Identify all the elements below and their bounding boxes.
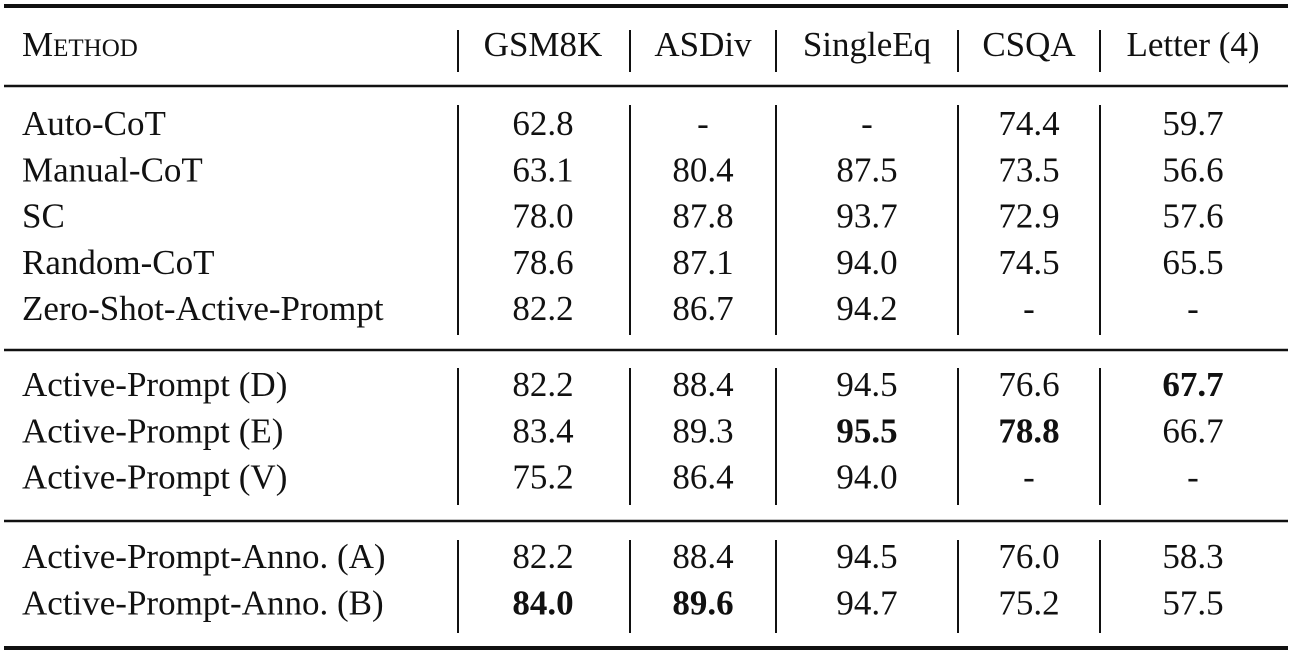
column-header: ASDiv <box>654 25 752 64</box>
method-name: Manual-CoT <box>22 150 203 189</box>
score-cell: 94.0 <box>836 243 897 282</box>
score-cell: 94.0 <box>836 458 897 497</box>
score-cell: 80.4 <box>672 150 733 189</box>
score-cell: 89.6 <box>672 583 733 622</box>
method-name: Zero-Shot-Active-Prompt <box>22 289 384 328</box>
score-cell: 82.2 <box>512 365 573 404</box>
score-cell: 75.2 <box>512 458 573 497</box>
score-cell: - <box>697 104 709 143</box>
score-cell: 88.4 <box>672 365 733 404</box>
method-name: Active-Prompt-Anno. (A) <box>22 537 386 576</box>
method-name: Random-CoT <box>22 243 214 282</box>
method-name: SC <box>22 197 65 236</box>
score-cell: 56.6 <box>1162 150 1223 189</box>
score-cell: 94.5 <box>836 537 897 576</box>
score-cell: 67.7 <box>1162 365 1223 404</box>
method-name: Active-Prompt (V) <box>22 458 287 497</box>
score-cell: 73.5 <box>998 150 1059 189</box>
score-cell: 74.5 <box>998 243 1059 282</box>
score-cell: 57.6 <box>1162 197 1223 236</box>
score-cell: 94.2 <box>836 289 897 328</box>
score-cell: 57.5 <box>1162 583 1223 622</box>
score-cell: 63.1 <box>512 150 573 189</box>
score-cell: - <box>1023 289 1035 328</box>
score-cell: 86.7 <box>672 289 733 328</box>
column-header: GSM8K <box>484 25 603 64</box>
score-cell: 58.3 <box>1162 537 1223 576</box>
column-header: Letter (4) <box>1126 25 1259 64</box>
score-cell: 76.0 <box>998 537 1059 576</box>
score-cell: 66.7 <box>1162 411 1223 450</box>
score-cell: - <box>1187 458 1199 497</box>
column-header: CSQA <box>982 25 1076 64</box>
score-cell: - <box>1023 458 1035 497</box>
score-cell: 87.5 <box>836 150 897 189</box>
score-cell: 82.2 <box>512 537 573 576</box>
score-cell: 88.4 <box>672 537 733 576</box>
method-name: Active-Prompt-Anno. (B) <box>22 583 384 622</box>
score-cell: 78.6 <box>512 243 573 282</box>
score-cell: 62.8 <box>512 104 573 143</box>
score-cell: 78.8 <box>998 411 1059 450</box>
score-cell: 74.4 <box>998 104 1059 143</box>
score-cell: 84.0 <box>512 583 573 622</box>
score-cell: 83.4 <box>512 411 573 450</box>
score-cell: 94.7 <box>836 583 897 622</box>
method-name: Active-Prompt (E) <box>22 411 283 450</box>
score-cell: 76.6 <box>998 365 1059 404</box>
method-name: Active-Prompt (D) <box>22 365 287 404</box>
column-header: SingleEq <box>803 25 931 64</box>
score-cell: 75.2 <box>998 583 1059 622</box>
score-cell: 86.4 <box>672 458 733 497</box>
method-name: Auto-CoT <box>22 104 166 143</box>
score-cell: 82.2 <box>512 289 573 328</box>
score-cell: 89.3 <box>672 411 733 450</box>
score-cell: 72.9 <box>998 197 1059 236</box>
score-cell: - <box>1187 289 1199 328</box>
score-cell: 87.8 <box>672 197 733 236</box>
score-cell: 95.5 <box>836 411 897 450</box>
score-cell: 94.5 <box>836 365 897 404</box>
header-method: Method <box>22 25 138 64</box>
score-cell: 78.0 <box>512 197 573 236</box>
score-cell: 59.7 <box>1162 104 1223 143</box>
score-cell: 93.7 <box>836 197 897 236</box>
score-cell: 65.5 <box>1162 243 1223 282</box>
score-cell: - <box>861 104 873 143</box>
score-cell: 87.1 <box>672 243 733 282</box>
